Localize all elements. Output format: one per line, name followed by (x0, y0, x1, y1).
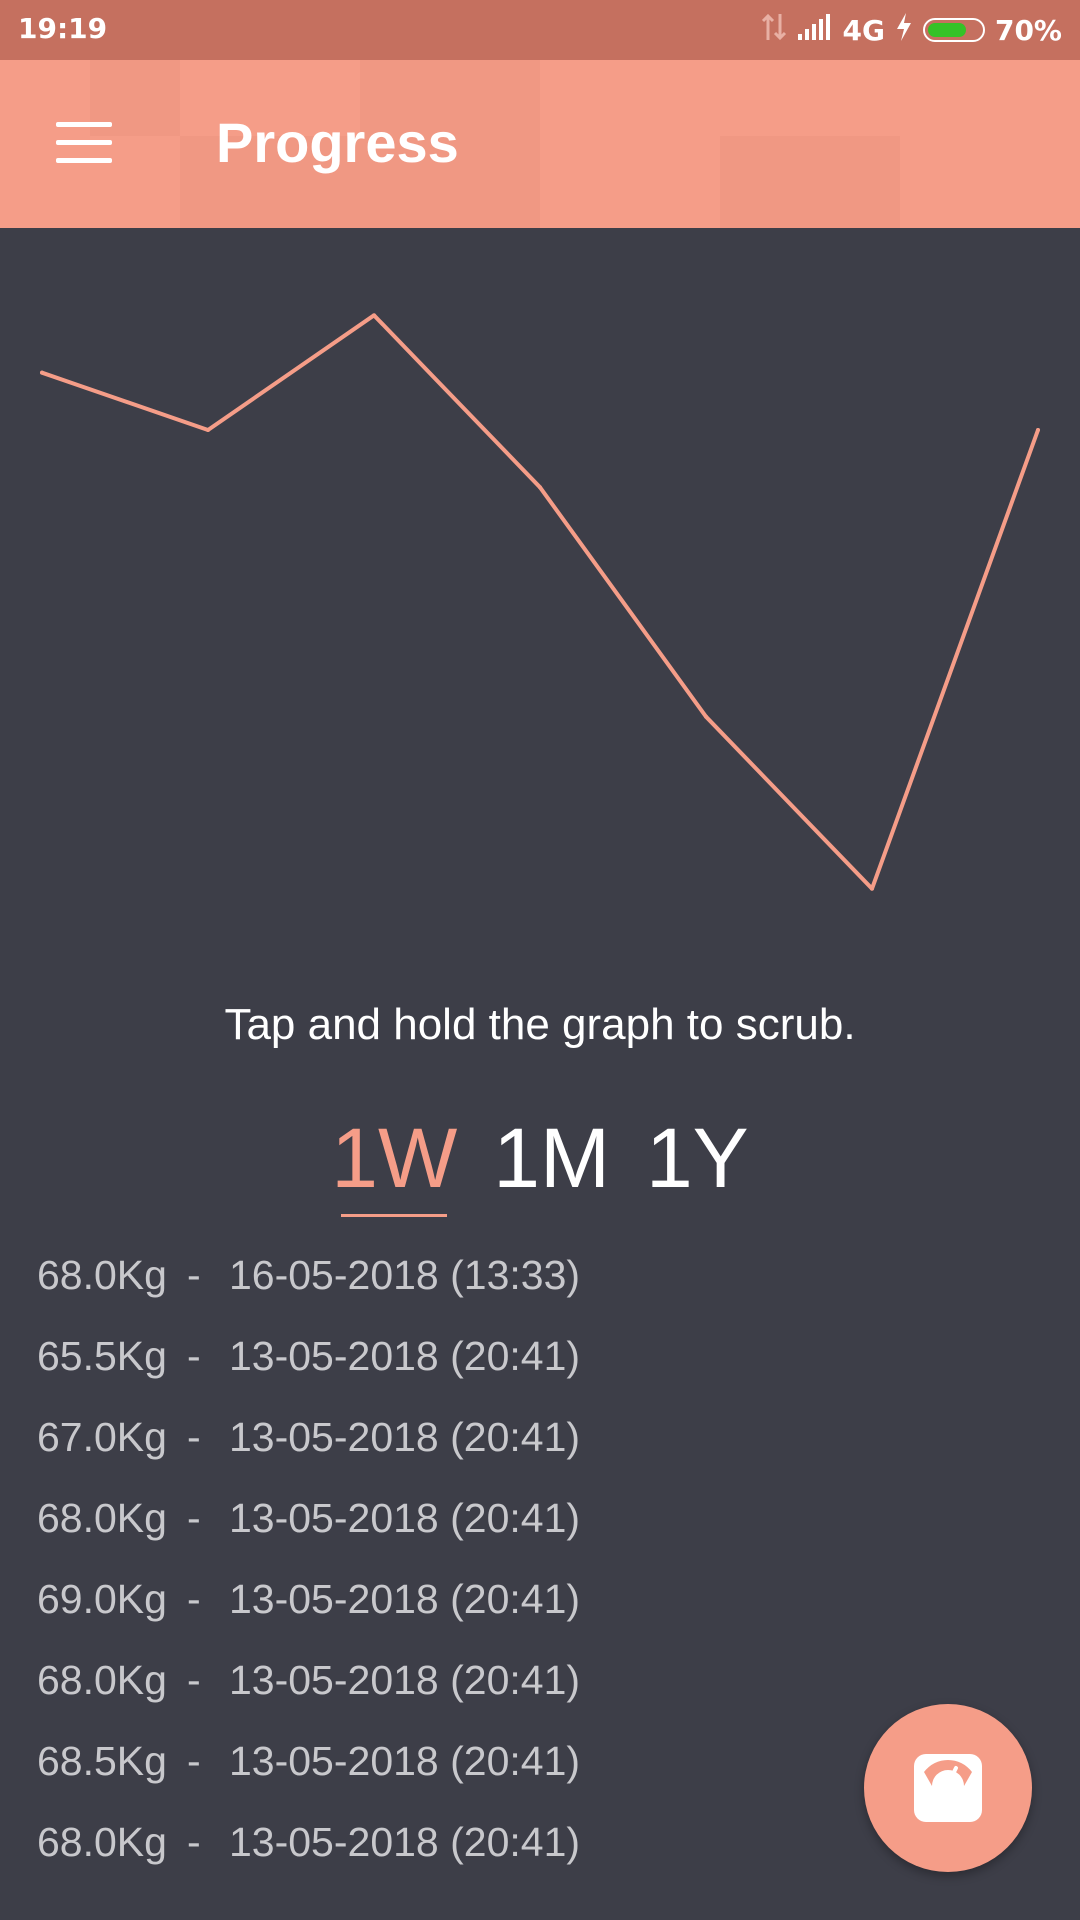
list-item[interactable]: 67.0Kg -13-05-2018 (20:41) (37, 1414, 580, 1495)
entry-weight: 68.0Kg (37, 1252, 167, 1298)
battery-icon (922, 18, 985, 42)
scale-icon (914, 1754, 982, 1822)
app-bar: Progress (0, 60, 1080, 228)
data-point (206, 428, 210, 432)
weight-series-line (40, 313, 1040, 891)
entry-separator: - (187, 1738, 201, 1784)
entry-separator: - (187, 1414, 201, 1460)
list-item[interactable]: 65.5Kg -13-05-2018 (20:41) (37, 1333, 580, 1414)
entry-weight: 69.0Kg (37, 1576, 167, 1622)
entry-date: 13-05-2018 (20:41) (229, 1738, 581, 1784)
entry-separator: - (187, 1333, 201, 1379)
data-point (1036, 428, 1040, 432)
data-point (372, 313, 376, 318)
charging-icon (895, 12, 913, 49)
list-item[interactable]: 68.5Kg -13-05-2018 (20:41) (37, 1738, 580, 1819)
app-bar-facet (360, 60, 540, 228)
entry-date: 13-05-2018 (20:41) (229, 1657, 581, 1703)
status-bar: 19:19 4G 70% (0, 0, 1080, 60)
page-title: Progress (216, 111, 459, 174)
list-item[interactable]: 68.0Kg -13-05-2018 (20:41) (37, 1657, 580, 1738)
app-bar-facet (180, 136, 360, 228)
list-item[interactable]: 68.0Kg -16-05-2018 (13:33) (37, 1252, 580, 1333)
data-point (704, 714, 708, 719)
list-item[interactable]: 68.0Kg -13-05-2018 (20:41) (37, 1819, 580, 1900)
status-time: 19:19 (18, 12, 108, 45)
entry-weight: 67.0Kg (37, 1414, 167, 1460)
range-tabs: 1W 1M 1Y (0, 1105, 1080, 1217)
list-item[interactable]: 69.0Kg -13-05-2018 (20:41) (37, 1576, 580, 1657)
scrub-hint: Tap and hold the graph to scrub. (224, 1000, 856, 1049)
add-weight-button[interactable] (864, 1704, 1032, 1872)
weight-line-chart[interactable] (0, 228, 1080, 968)
entry-weight: 68.0Kg (37, 1495, 167, 1541)
entry-date: 13-05-2018 (20:41) (229, 1819, 581, 1865)
hamburger-menu-icon[interactable] (56, 122, 112, 164)
range-tab-1w[interactable]: 1W (331, 1105, 457, 1217)
entry-date: 13-05-2018 (20:41) (229, 1333, 581, 1379)
app-bar-facet (720, 136, 900, 228)
data-transfer-icon (761, 12, 787, 49)
signal-icon (797, 13, 833, 47)
entry-separator: - (187, 1576, 201, 1622)
entry-date: 13-05-2018 (20:41) (229, 1414, 581, 1460)
entry-weight: 65.5Kg (37, 1333, 167, 1379)
battery-percent: 70% (994, 13, 1062, 47)
battery-fill (927, 23, 966, 37)
entry-date: 13-05-2018 (20:41) (229, 1576, 581, 1622)
entry-separator: - (187, 1657, 201, 1703)
entry-date: 13-05-2018 (20:41) (229, 1495, 581, 1541)
range-tab-1y[interactable]: 1Y (645, 1111, 749, 1205)
data-point (538, 485, 542, 490)
entry-separator: - (187, 1495, 201, 1541)
network-type: 4G (842, 13, 885, 47)
entry-weight: 68.5Kg (37, 1738, 167, 1784)
entry-separator: - (187, 1819, 201, 1865)
data-point (870, 886, 874, 891)
entry-date: 16-05-2018 (13:33) (229, 1252, 581, 1298)
entry-weight: 68.0Kg (37, 1819, 167, 1865)
entry-separator: - (187, 1252, 201, 1298)
weight-entries-list: 68.0Kg -16-05-2018 (13:33) 65.5Kg -13-05-2… (37, 1252, 580, 1900)
data-point (40, 370, 44, 375)
list-item[interactable]: 68.0Kg -13-05-2018 (20:41) (37, 1495, 580, 1576)
range-tab-1m[interactable]: 1M (493, 1111, 610, 1205)
entry-weight: 68.0Kg (37, 1657, 167, 1703)
status-indicators: 4G 70% (761, 10, 1062, 50)
